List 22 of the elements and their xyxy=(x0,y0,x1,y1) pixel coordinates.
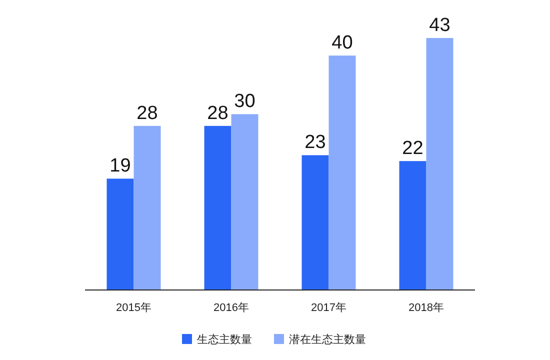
bar xyxy=(426,38,454,290)
data-label: 28 xyxy=(207,102,228,124)
bar xyxy=(231,114,258,290)
data-label: 30 xyxy=(234,91,256,112)
data-label: 40 xyxy=(332,32,353,54)
bar xyxy=(134,126,161,290)
bar xyxy=(399,161,426,290)
bar xyxy=(106,178,134,290)
bar xyxy=(204,126,232,290)
data-label: 43 xyxy=(429,15,450,36)
x-tick-label: 2017年 xyxy=(311,302,346,314)
legend-label: 潜在生态主数量 xyxy=(289,333,366,346)
bar xyxy=(328,56,356,290)
x-tick-label: 2018年 xyxy=(408,302,444,314)
data-label: 22 xyxy=(402,138,424,160)
x-tick-label: 2016年 xyxy=(214,302,249,314)
data-label: 19 xyxy=(110,156,131,177)
x-tick-label: 2015年 xyxy=(116,302,152,314)
bar xyxy=(302,155,329,290)
data-label: 23 xyxy=(304,132,326,154)
data-label: 28 xyxy=(136,102,158,124)
legend-label: 生态主数量 xyxy=(197,333,252,346)
